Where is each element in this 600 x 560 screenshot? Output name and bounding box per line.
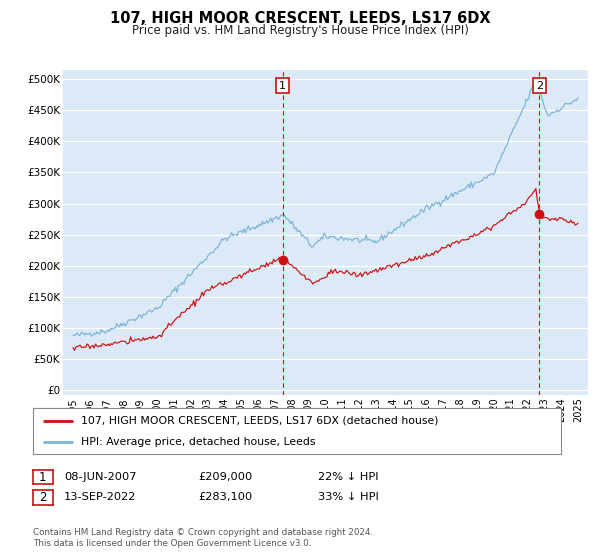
Text: Contains HM Land Registry data © Crown copyright and database right 2024.
This d: Contains HM Land Registry data © Crown c… (33, 528, 373, 548)
Text: 1: 1 (279, 81, 286, 91)
Text: 2: 2 (39, 491, 47, 504)
Text: HPI: Average price, detached house, Leeds: HPI: Average price, detached house, Leed… (80, 437, 315, 447)
Text: 107, HIGH MOOR CRESCENT, LEEDS, LS17 6DX: 107, HIGH MOOR CRESCENT, LEEDS, LS17 6DX (110, 11, 490, 26)
Text: £283,100: £283,100 (198, 492, 252, 502)
Text: 2: 2 (536, 81, 543, 91)
Text: 1: 1 (39, 470, 47, 484)
Text: 22% ↓ HPI: 22% ↓ HPI (318, 472, 379, 482)
Text: £209,000: £209,000 (198, 472, 252, 482)
Text: 107, HIGH MOOR CRESCENT, LEEDS, LS17 6DX (detached house): 107, HIGH MOOR CRESCENT, LEEDS, LS17 6DX… (80, 416, 438, 426)
Text: Price paid vs. HM Land Registry's House Price Index (HPI): Price paid vs. HM Land Registry's House … (131, 24, 469, 37)
Text: 08-JUN-2007: 08-JUN-2007 (64, 472, 137, 482)
Text: 13-SEP-2022: 13-SEP-2022 (64, 492, 137, 502)
Text: 33% ↓ HPI: 33% ↓ HPI (318, 492, 379, 502)
